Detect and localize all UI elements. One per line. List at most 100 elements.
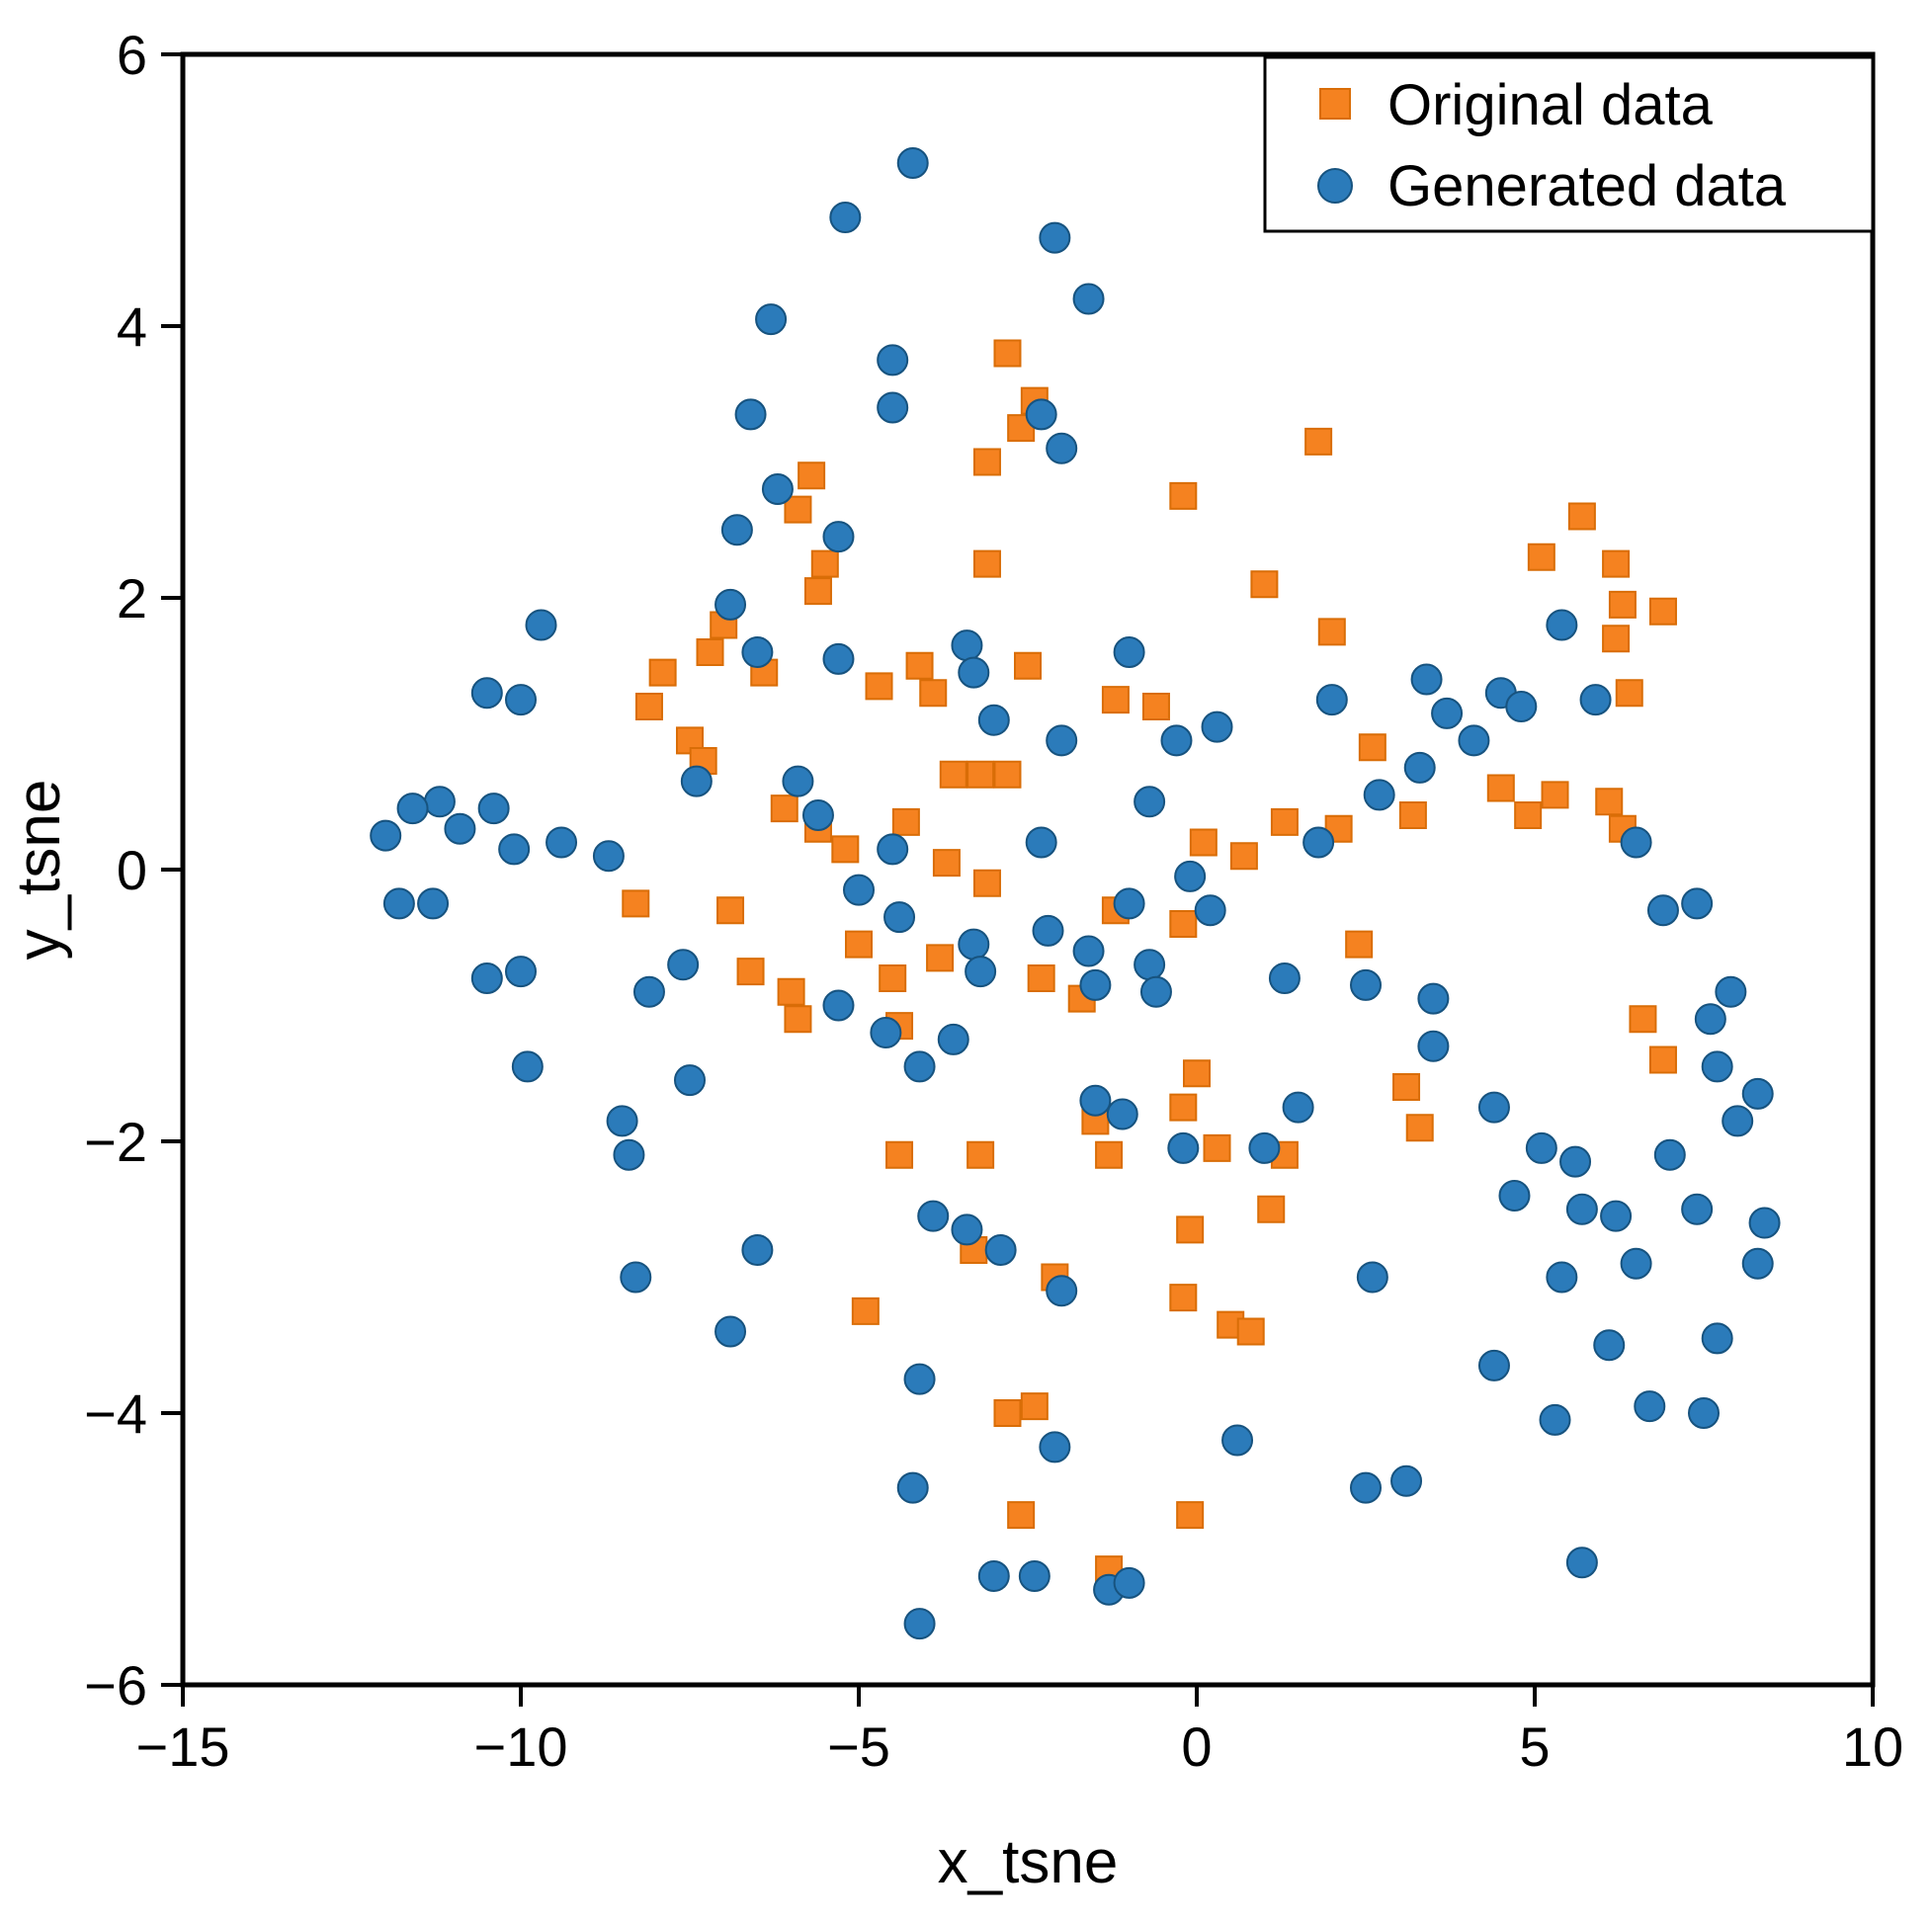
data-point-generated: [1539, 1403, 1571, 1436]
data-point-original: [993, 339, 1022, 368]
data-point-generated: [1477, 1349, 1510, 1381]
data-point-generated: [1302, 826, 1335, 859]
data-point-generated: [444, 812, 476, 845]
y-tick-label: 0: [117, 839, 147, 901]
data-point-generated: [801, 799, 834, 831]
x-tick-label: −15: [136, 1715, 230, 1778]
data-point-original: [1608, 590, 1637, 619]
data-point-generated: [1363, 779, 1395, 811]
data-point-original: [1358, 733, 1386, 762]
data-point-original: [1392, 1073, 1421, 1101]
data-point-generated: [877, 344, 909, 376]
data-point-generated: [917, 1200, 950, 1232]
data-point-original: [1169, 481, 1198, 510]
data-point-original: [1250, 570, 1279, 599]
data-point-generated: [470, 677, 503, 710]
data-point-generated: [1167, 1131, 1200, 1164]
y-tick-label: 6: [117, 24, 147, 86]
data-point-generated: [822, 642, 855, 675]
data-point-generated: [674, 1064, 706, 1097]
data-point-generated: [1046, 724, 1078, 757]
data-point-generated: [1079, 968, 1112, 1001]
data-point-generated: [1565, 1547, 1598, 1579]
data-point-generated: [680, 765, 713, 797]
data-point-original: [879, 964, 907, 992]
data-point-original: [1567, 502, 1596, 531]
data-point-original: [993, 1399, 1022, 1427]
data-point-generated: [667, 949, 700, 981]
data-point-original: [1527, 543, 1555, 571]
data-point-generated: [632, 975, 665, 1008]
data-point-generated: [903, 1050, 936, 1083]
data-point-generated: [525, 609, 557, 641]
data-point-generated: [883, 901, 916, 934]
data-point-generated: [877, 833, 909, 866]
data-point-generated: [1221, 1424, 1254, 1457]
data-point-original: [1317, 618, 1346, 646]
data-point-original: [993, 760, 1022, 789]
data-point-original: [919, 679, 948, 708]
data-point-original: [1169, 910, 1198, 938]
legend-box: [1263, 55, 1875, 233]
data-point-original: [1169, 1284, 1198, 1312]
data-point-generated: [1600, 1200, 1633, 1232]
data-point-generated: [1134, 949, 1166, 981]
data-point-original: [1602, 625, 1631, 653]
data-point-generated: [1417, 982, 1450, 1015]
data-point-generated: [1194, 894, 1226, 927]
data-point-generated: [1458, 724, 1490, 757]
legend-label-original: Original data: [1387, 73, 1714, 137]
data-point-generated: [417, 887, 450, 920]
data-point-generated: [741, 636, 774, 668]
data-point-generated: [782, 765, 814, 797]
data-point-generated: [965, 956, 997, 988]
data-point-generated: [896, 1471, 929, 1504]
data-point-original: [1486, 774, 1515, 802]
data-point-generated: [1748, 1207, 1781, 1239]
data-point-generated: [1248, 1131, 1281, 1164]
data-point-generated: [606, 1105, 638, 1137]
data-point-original: [932, 849, 961, 878]
data-point-original: [939, 760, 967, 789]
x-tick-label: 5: [1519, 1715, 1550, 1778]
data-point-generated: [1018, 1560, 1050, 1592]
data-point-original: [1629, 1005, 1657, 1034]
y-tick-label: 4: [117, 295, 147, 358]
data-point-original: [1095, 1140, 1124, 1169]
legend-marker-generated-circle-icon: [1317, 168, 1353, 204]
data-point-generated: [1559, 1145, 1592, 1178]
data-point-generated: [1201, 711, 1233, 743]
data-point-generated: [984, 1234, 1017, 1266]
data-point-generated: [1701, 1050, 1733, 1083]
data-point-generated: [822, 521, 855, 553]
data-point-generated: [1410, 663, 1443, 696]
data-point-original: [1020, 1392, 1049, 1421]
data-point-generated: [1046, 432, 1078, 464]
data-point-generated: [1025, 398, 1057, 431]
points-layer: [370, 147, 1781, 1640]
data-point-original: [1027, 964, 1055, 992]
data-point-generated: [1620, 826, 1652, 859]
y-axis-label: y_tsne: [5, 780, 73, 961]
data-point-generated: [505, 684, 537, 716]
data-point-original: [1176, 1215, 1205, 1244]
y-tick-label: −6: [84, 1654, 147, 1716]
data-point-generated: [1546, 1261, 1578, 1294]
data-point-original: [1169, 1093, 1198, 1122]
data-point-generated: [1390, 1464, 1423, 1497]
data-point-original: [1236, 1317, 1265, 1346]
data-point-generated: [1715, 975, 1747, 1008]
data-point-generated: [1620, 1247, 1652, 1280]
data-point-original: [1541, 781, 1569, 809]
data-point-original: [891, 807, 920, 836]
data-point-generated: [511, 1050, 544, 1083]
data-point-generated: [1356, 1261, 1388, 1294]
data-point-generated: [714, 1315, 747, 1348]
data-point-generated: [1431, 697, 1464, 729]
data-point-generated: [470, 962, 503, 994]
data-point-original: [972, 448, 1001, 476]
data-point-generated: [1046, 1275, 1078, 1307]
data-point-generated: [1701, 1322, 1733, 1355]
